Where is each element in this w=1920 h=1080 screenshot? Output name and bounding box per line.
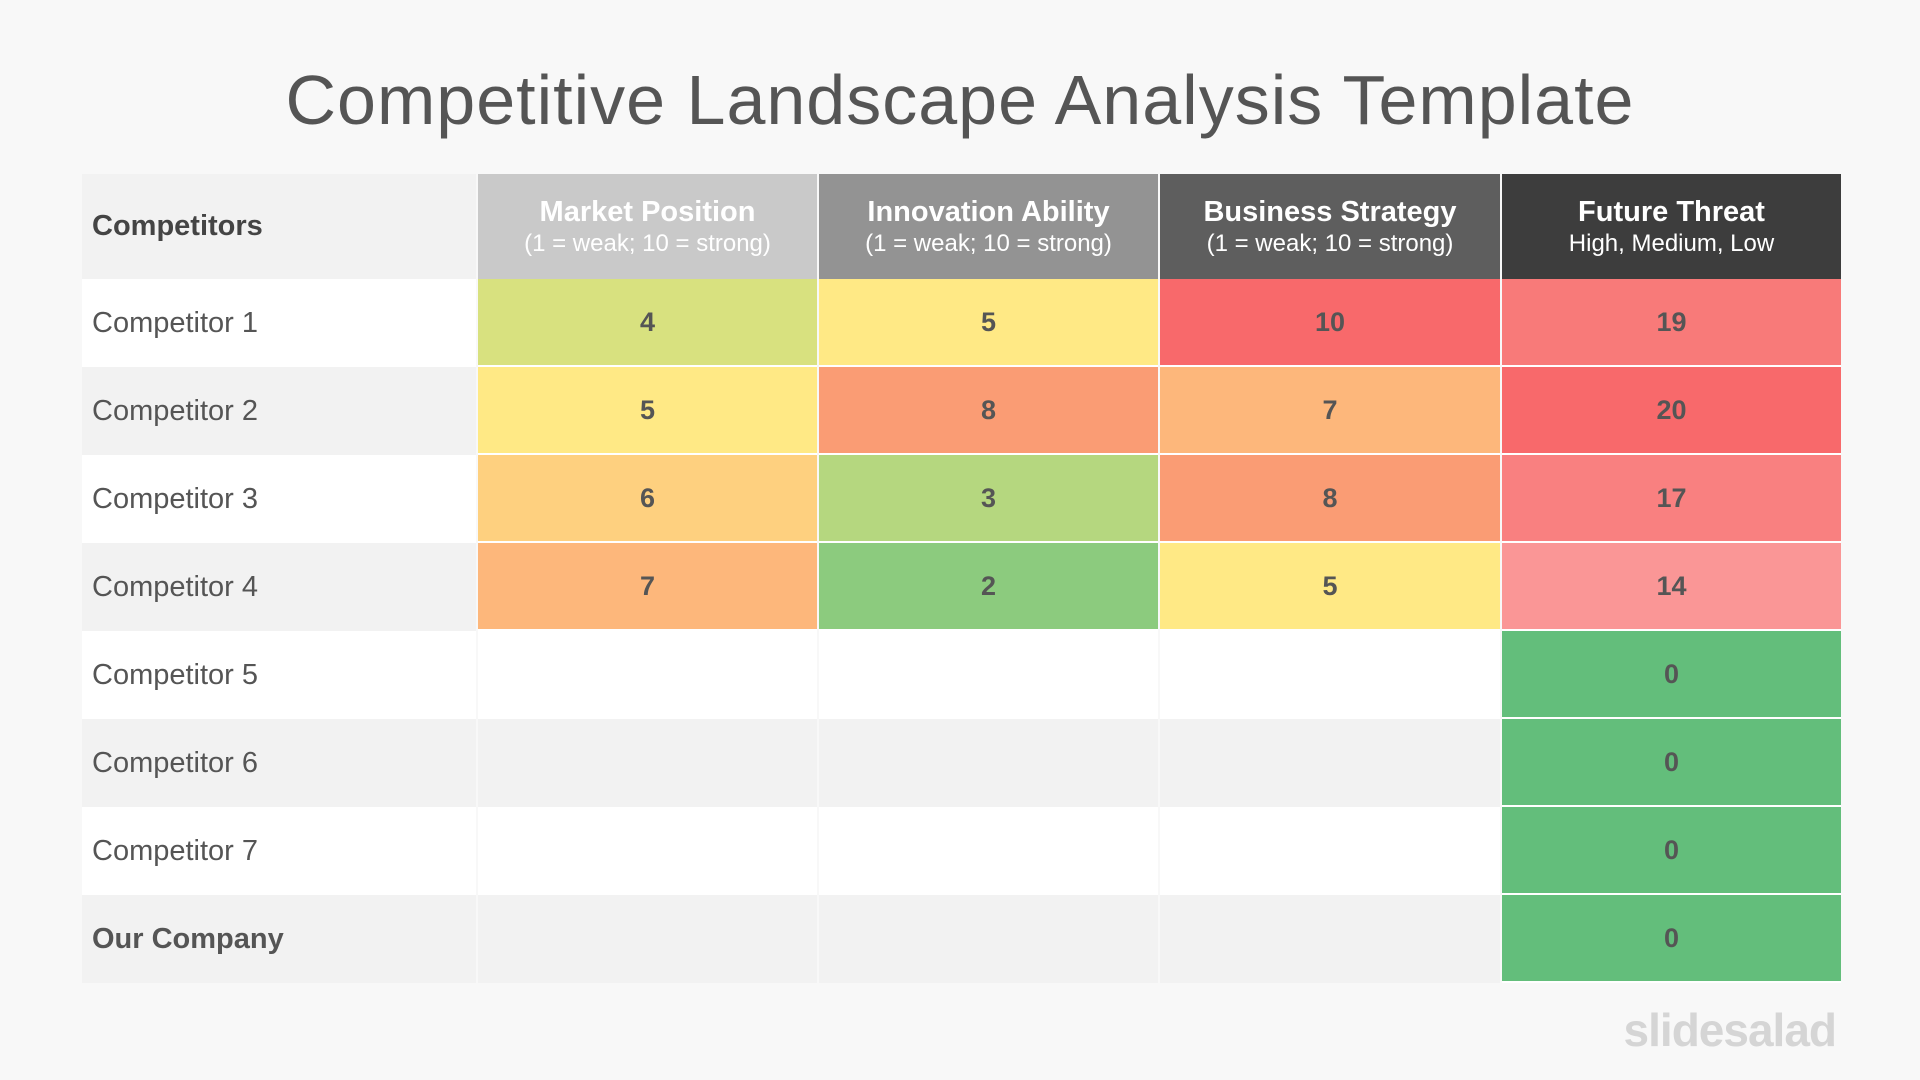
header-subtitle: (1 = weak; 10 = strong) [1206, 229, 1454, 257]
score-cell [478, 807, 817, 895]
header-title: Future Threat [1578, 195, 1765, 228]
score-cell: 6 [478, 455, 817, 543]
score-cell: 20 [1502, 367, 1841, 455]
score-cell [478, 631, 817, 719]
header-title: Business Strategy [1203, 195, 1457, 228]
score-cell [819, 631, 1158, 719]
corner-header: Competitors [82, 174, 476, 279]
score-cell [1160, 631, 1500, 719]
slidesalad-logo: slidesalad [1623, 1004, 1837, 1056]
score-cell [1160, 807, 1500, 895]
header-subtitle: (1 = weak; 10 = strong) [524, 229, 771, 257]
score-cell: 5 [478, 367, 817, 455]
header-title: Innovation Ability [867, 195, 1110, 228]
row-label: Competitor 1 [82, 279, 476, 367]
score-cell [478, 719, 817, 807]
row-label: Our Company [82, 895, 476, 983]
score-cell: 0 [1502, 631, 1841, 719]
header-subtitle: High, Medium, Low [1568, 229, 1775, 257]
score-cell: 0 [1502, 719, 1841, 807]
score-cell [819, 719, 1158, 807]
row-label: Competitor 4 [82, 543, 476, 631]
header-innovation-ability: Innovation Ability (1 = weak; 10 = stron… [819, 174, 1158, 279]
score-cell: 4 [478, 279, 817, 367]
score-cell: 5 [1160, 543, 1500, 631]
header-subtitle: (1 = weak; 10 = strong) [865, 229, 1112, 257]
score-cell: 17 [1502, 455, 1841, 543]
score-cell: 10 [1160, 279, 1500, 367]
score-cell [819, 807, 1158, 895]
row-label: Competitor 6 [82, 719, 476, 807]
score-cell: 7 [1160, 367, 1500, 455]
score-cell: 5 [819, 279, 1158, 367]
header-market-position: Market Position (1 = weak; 10 = strong) [478, 174, 817, 279]
score-cell: 3 [819, 455, 1158, 543]
row-label: Competitor 2 [82, 367, 476, 455]
score-cell: 2 [819, 543, 1158, 631]
score-cell [1160, 719, 1500, 807]
score-cell: 8 [1160, 455, 1500, 543]
page-title: Competitive Landscape Analysis Template [285, 61, 1635, 139]
header-business-strategy: Business Strategy (1 = weak; 10 = strong… [1160, 174, 1500, 279]
score-cell: 19 [1502, 279, 1841, 367]
score-cell: 0 [1502, 807, 1841, 895]
score-cell: 8 [819, 367, 1158, 455]
score-cell: 7 [478, 543, 817, 631]
row-label: Competitor 5 [82, 631, 476, 719]
header-title: Market Position [539, 195, 756, 228]
score-cell [819, 895, 1158, 983]
score-cell [478, 895, 817, 983]
header-future-threat: Future Threat High, Medium, Low [1502, 174, 1841, 279]
row-label: Competitor 7 [82, 807, 476, 895]
score-cell: 0 [1502, 895, 1841, 983]
score-cell [1160, 895, 1500, 983]
competitive-analysis-table: Competitors Market Position (1 = weak; 1… [82, 174, 1841, 983]
score-cell: 14 [1502, 543, 1841, 631]
row-label: Competitor 3 [82, 455, 476, 543]
